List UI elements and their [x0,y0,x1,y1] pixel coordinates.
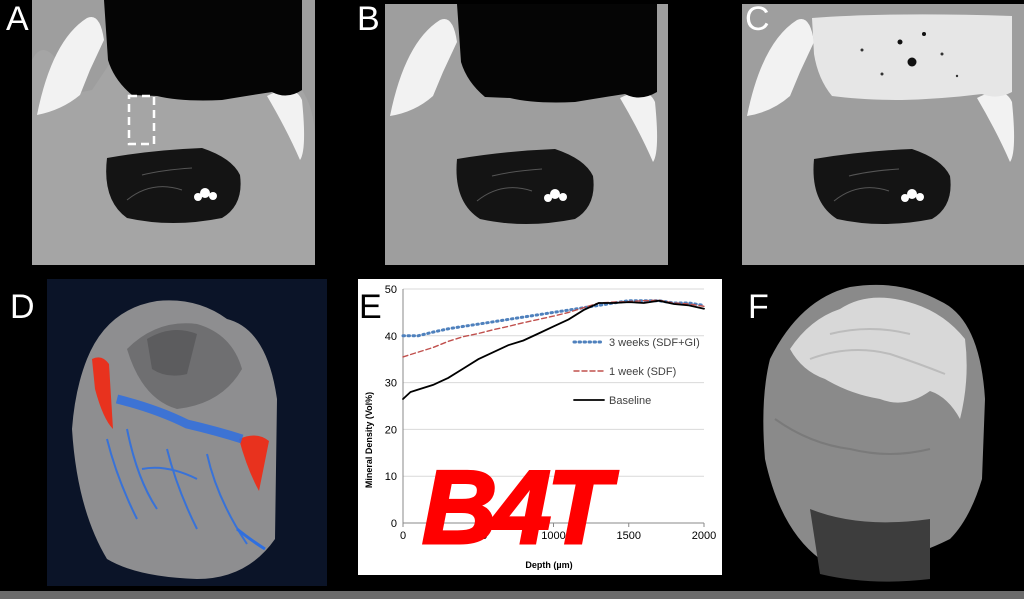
y-tick-label: 10 [385,471,397,483]
panel-f-label: F [748,288,769,326]
panel-c-ct-slice [742,4,1024,265]
series-line-2 [402,299,705,358]
panel-d-3d-render [47,279,327,586]
x-tick-label: 2000 [692,530,716,542]
overlay-red-left [92,357,113,429]
y-tick-label: 0 [391,518,397,530]
pulp-chamber [106,148,241,223]
y-axis-label: Mineral Density (Vol%) [364,392,374,488]
overlay-blue-band [115,394,244,444]
panel-d-image [47,279,327,586]
y-tick-label: 40 [385,331,397,343]
panel-f-3d-render [730,279,1024,586]
series-line-3 [402,299,705,400]
enamel-left [390,18,457,116]
panel-b-label: B [357,0,380,38]
enamel-right [620,91,658,162]
panel-e-chart: 0 10 20 30 40 50 0 500 1000 1500 2000 3 weeks (SDF… [358,279,722,575]
annotation-text: B4T [422,450,618,566]
x-tick-label: 1500 [617,530,641,542]
y-tick-label: 20 [385,424,397,436]
x-axis-label: Depth (µm) [525,560,572,570]
panel-e-label: E [359,288,382,326]
panel-c-label: C [745,0,770,38]
panel-a-image [32,0,315,265]
cavity [457,4,657,103]
panel-a-ct-slice [32,0,315,265]
panel-d-label: D [10,288,35,326]
panel-f-image [730,279,1024,586]
bottom-bar [0,591,1024,599]
enamel-right [977,91,1015,162]
legend-label-1: 3 weeks (SDF+GI) [609,337,700,349]
panel-a-label: A [6,0,29,38]
y-tick-label: 50 [385,284,397,296]
series-line-1 [401,299,706,338]
y-tick-label: 30 [385,378,397,390]
panel-b-ct-slice [385,4,668,265]
enamel-right [267,89,305,160]
panel-b-image [385,4,668,265]
enamel-left [37,16,104,115]
roi-box [127,94,156,146]
enamel-left [747,18,814,116]
pulp-chamber [813,149,951,224]
legend-label-2: 1 week (SDF) [609,366,676,378]
restoration-surface [790,297,967,419]
cavity [104,0,302,101]
panel-c-image [742,4,1024,265]
x-tick-label: 0 [400,530,406,542]
overlay-red-right [239,435,269,491]
restoration-fill [812,14,1012,100]
legend-label-3: Baseline [609,395,651,407]
x-tick-label: 500 [469,530,487,542]
x-tick-label: 1000 [541,530,565,542]
pulp-chamber [456,149,594,224]
